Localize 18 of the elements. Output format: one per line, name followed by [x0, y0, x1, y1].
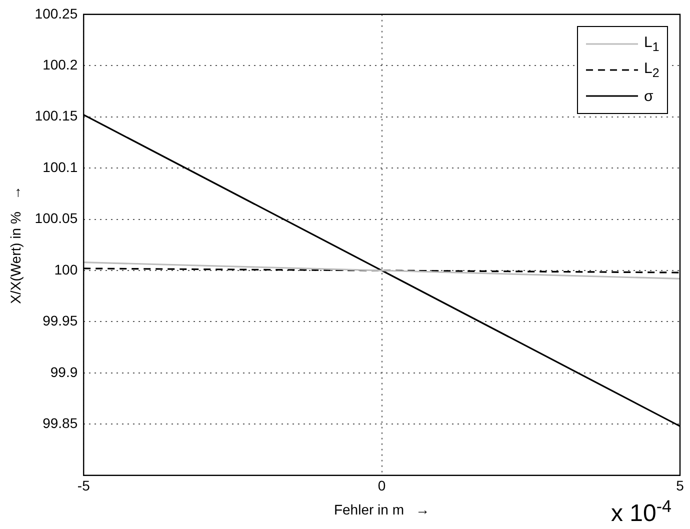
y-tick-label: 100.2 — [42, 56, 78, 72]
y-tick-label: 100.25 — [34, 5, 78, 22]
legend-label: L$_{1}$ — [644, 34, 660, 54]
x-tick-label: 0 — [378, 478, 386, 494]
y-tick-label: 100.05 — [34, 210, 78, 226]
legend-label: σ — [644, 88, 654, 105]
x-tick-label: 5 — [676, 478, 684, 494]
y-tick-label: 100 — [54, 261, 78, 278]
y-tick-label: 100.1 — [42, 158, 78, 175]
y-axis-title: X/X(Wert) in % → — [7, 186, 24, 304]
x-tick-label: -5 — [77, 478, 90, 494]
y-tick-label: 99.85 — [42, 415, 78, 432]
x-axis-title: Fehler in m → — [334, 501, 430, 518]
legend-label: L$_{2}$ — [644, 60, 660, 80]
y-tick-label: 99.95 — [42, 312, 78, 329]
text: x 10$^{-4}$ — [611, 497, 672, 528]
y-tick-label: 100.15 — [34, 108, 78, 124]
y-tick-label: 99.9 — [50, 364, 78, 380]
